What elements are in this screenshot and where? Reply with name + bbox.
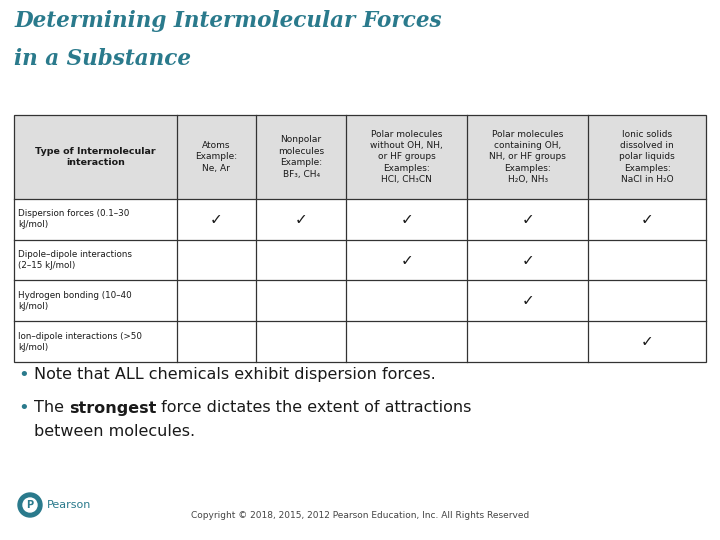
Text: ✓: ✓	[521, 253, 534, 268]
Text: ✓: ✓	[521, 293, 534, 308]
Text: ✓: ✓	[641, 334, 654, 349]
Text: between molecules.: between molecules.	[34, 424, 195, 440]
Text: ✓: ✓	[521, 212, 534, 227]
Text: •: •	[18, 366, 29, 384]
Text: ✓: ✓	[294, 212, 307, 227]
Circle shape	[18, 493, 42, 517]
Text: Ionic solids
dissolved in
polar liquids
Examples:
NaCl in H₂O: Ionic solids dissolved in polar liquids …	[619, 130, 675, 184]
Text: Polar molecules
without OH, NH,
or HF groups
Examples:
HCl, CH₃CN: Polar molecules without OH, NH, or HF gr…	[370, 130, 443, 184]
Text: in a Substance: in a Substance	[14, 48, 191, 70]
Text: The: The	[34, 401, 69, 415]
Text: Note that ALL chemicals exhibit dispersion forces.: Note that ALL chemicals exhibit dispersi…	[34, 368, 436, 382]
Text: ✓: ✓	[400, 212, 413, 227]
Bar	[14, 199, 706, 362]
Text: Dispersion forces (0.1–30
kJ/mol): Dispersion forces (0.1–30 kJ/mol)	[18, 210, 130, 230]
Text: Type of Intermolecular
interaction: Type of Intermolecular interaction	[35, 147, 156, 167]
Text: Pearson: Pearson	[47, 500, 91, 510]
Text: ✓: ✓	[641, 212, 654, 227]
Text: ✓: ✓	[400, 253, 413, 268]
Text: Copyright © 2018, 2015, 2012 Pearson Education, Inc. All Rights Reserved: Copyright © 2018, 2015, 2012 Pearson Edu…	[191, 510, 529, 519]
Bar	[14, 115, 706, 199]
Text: Ion–dipole interactions (>50
kJ/mol): Ion–dipole interactions (>50 kJ/mol)	[18, 332, 142, 352]
Text: force dictates the extent of attractions: force dictates the extent of attractions	[156, 401, 472, 415]
Text: P: P	[27, 500, 34, 510]
Text: Atoms
Example:
Ne, Ar: Atoms Example: Ne, Ar	[195, 141, 238, 173]
Bar	[14, 115, 706, 362]
Circle shape	[23, 498, 37, 512]
Text: Nonpolar
molecules
Example:
BF₃, CH₄: Nonpolar molecules Example: BF₃, CH₄	[278, 136, 324, 179]
Text: Dipole–dipole interactions
(2–15 kJ/mol): Dipole–dipole interactions (2–15 kJ/mol)	[18, 250, 132, 270]
Text: ✓: ✓	[210, 212, 222, 227]
Text: •: •	[18, 399, 29, 417]
Text: Determining Intermolecular Forces: Determining Intermolecular Forces	[14, 10, 441, 32]
Text: Hydrogen bonding (10–40
kJ/mol): Hydrogen bonding (10–40 kJ/mol)	[18, 291, 132, 311]
Text: strongest: strongest	[69, 401, 156, 415]
Text: Polar molecules
containing OH,
NH, or HF groups
Examples:
H₂O, NH₃: Polar molecules containing OH, NH, or HF…	[490, 130, 566, 184]
